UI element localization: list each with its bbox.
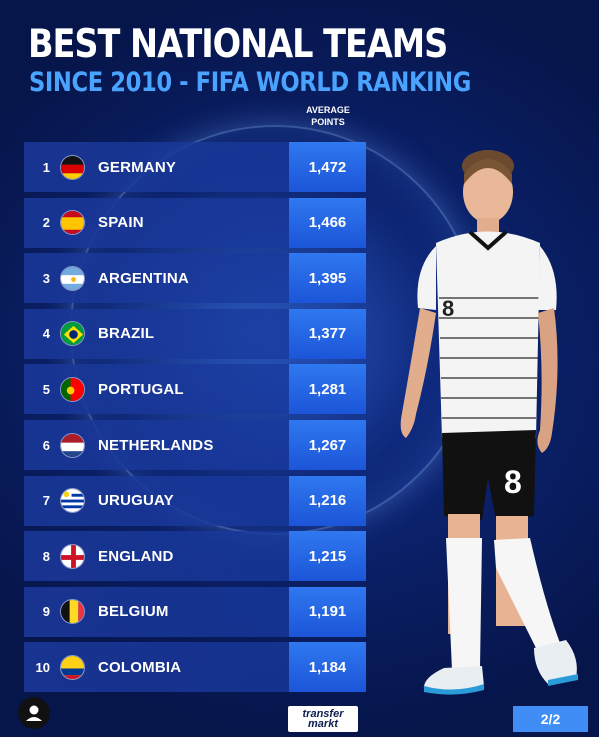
rank-number: 1 (42, 159, 50, 175)
team-name: URUGUAY (98, 492, 174, 510)
rank-number: 6 (42, 437, 50, 453)
rank-number: 10 (35, 659, 50, 675)
player-illustration: 8 8 (400, 150, 578, 695)
netherlands-flag-icon (60, 432, 85, 458)
rank-number: 4 (42, 326, 50, 342)
rank-number: 2 (42, 215, 50, 231)
page-subtitle: SINCE 2010 - FIFA WORLD RANKING (29, 67, 471, 98)
table-row: 4 BRAZIL 1,377 (24, 308, 366, 359)
england-flag-icon (60, 543, 85, 569)
table-row: 10 COLOMBIA 1,184 (24, 642, 366, 693)
shirt-number-shorts: 8 (504, 464, 522, 500)
team-name: COLOMBIA (98, 658, 182, 676)
team-name: BELGIUM (98, 603, 169, 621)
rank-number: 8 (42, 548, 50, 564)
average-points-value: 1,466 (289, 197, 366, 248)
average-points-value: 1,267 (289, 420, 366, 470)
team-name: SPAIN (98, 214, 144, 232)
table-row: 1 GERMANY 1,472 (24, 142, 366, 192)
team-name: NETHERLANDS (98, 436, 214, 454)
team-name: GERMANY (98, 158, 177, 176)
team-name: PORTUGAL (98, 380, 184, 398)
team-name: ARGENTINA (98, 269, 189, 287)
page-indicator-badge[interactable]: 2/2 (513, 706, 588, 732)
column-header-line1: AVERAGE (306, 105, 350, 115)
brazil-flag-icon (60, 321, 85, 347)
average-points-value: 1,216 (289, 475, 366, 526)
table-row: 8 ENGLAND 1,215 (24, 531, 366, 582)
avatar[interactable] (18, 697, 50, 729)
column-header-line2: POINTS (311, 117, 345, 127)
uruguay-flag-icon (60, 488, 85, 514)
user-icon (26, 705, 42, 721)
table-row: 5 PORTUGAL 1,281 (24, 364, 366, 415)
team-name: BRAZIL (98, 325, 155, 343)
table-row: 2 SPAIN 1,466 (24, 197, 366, 248)
shirt-number-chest: 8 (442, 296, 454, 321)
team-name: ENGLAND (98, 547, 174, 565)
column-header-average-points: AVERAGE POINTS (290, 104, 366, 128)
argentina-flag-icon (60, 265, 85, 291)
average-points-value: 1,184 (289, 642, 366, 693)
average-points-value: 1,215 (289, 531, 366, 582)
rank-number: 7 (42, 493, 50, 509)
germany-flag-icon (60, 154, 85, 180)
average-points-value: 1,395 (289, 253, 366, 304)
average-points-value: 1,472 (289, 142, 366, 192)
table-row: 6 NETHERLANDS 1,267 (24, 420, 366, 470)
rank-number: 9 (42, 604, 50, 620)
table-row: 9 BELGIUM 1,191 (24, 586, 366, 637)
logo-line2: markt (308, 718, 338, 730)
page-title: BEST NATIONAL TEAMS (28, 22, 448, 67)
average-points-value: 1,191 (289, 586, 366, 637)
colombia-flag-icon (60, 654, 85, 680)
average-points-value: 1,377 (289, 308, 366, 359)
table-row: 3 ARGENTINA 1,395 (24, 253, 366, 304)
spain-flag-icon (60, 210, 85, 236)
belgium-flag-icon (60, 599, 85, 625)
portugal-flag-icon (60, 376, 85, 402)
average-points-value: 1,281 (289, 364, 366, 415)
rank-number: 3 (42, 270, 50, 286)
rank-number: 5 (42, 381, 50, 397)
logo-line1: transfer (302, 708, 344, 720)
table-row: 7 URUGUAY 1,216 (24, 475, 366, 526)
transfermarkt-logo: transfer markt (288, 706, 358, 732)
